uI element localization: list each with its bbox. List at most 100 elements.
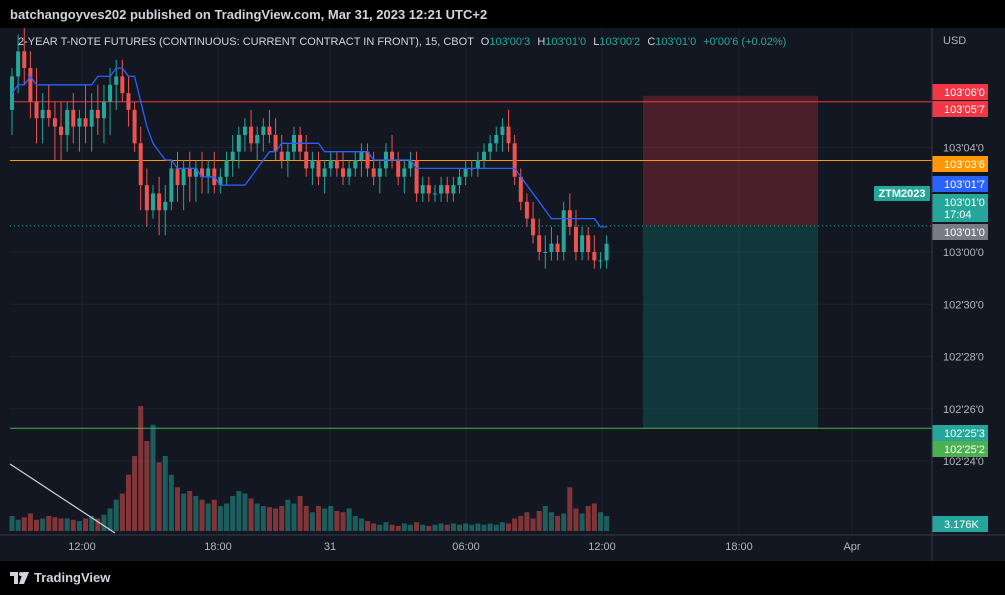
candle-body [59, 126, 64, 135]
candle-body [451, 185, 456, 194]
candle-body [279, 151, 284, 161]
candle-body [255, 134, 260, 144]
volume-bar [27, 513, 33, 531]
candle-body [494, 134, 499, 144]
volume-bar [101, 514, 107, 531]
candle-body [120, 76, 125, 94]
candle-body [598, 260, 603, 262]
candle-body [249, 126, 254, 144]
price-badge-label: 3.176K [944, 519, 980, 531]
candle-body [206, 168, 211, 177]
candle-body [390, 151, 395, 161]
candle-body [549, 243, 554, 252]
candle-body [500, 126, 505, 135]
candle-body [531, 218, 536, 236]
candle-body [377, 168, 382, 177]
candle-body [273, 134, 278, 152]
candle-body [347, 168, 352, 177]
candle-body [341, 168, 346, 177]
candle-body [439, 185, 444, 194]
candle-body [157, 193, 162, 211]
horizontal-lines[interactable] [10, 101, 932, 429]
candle-body [34, 101, 39, 119]
volume-bar [591, 503, 597, 531]
price-badge-label: 103'03'6 [944, 159, 985, 171]
price-badge [932, 441, 988, 457]
symbol-badge: ZTM2023 [874, 186, 930, 201]
volume-bar [193, 496, 199, 531]
volume-bar [383, 522, 389, 531]
volume-bar [242, 493, 248, 531]
price-badge-label: 103'06'0 [944, 87, 985, 99]
legend-high-value: 103'01'0 [545, 36, 586, 48]
candle-body [555, 243, 560, 252]
volume-bar [567, 487, 573, 531]
price-badge [932, 101, 988, 117]
legend-change: +0'00'6 (+0.02%) [703, 36, 786, 48]
volume-bar [273, 508, 279, 531]
svg-text:2-YEAR T-NOTE FUTURES (CONTINU: 2-YEAR T-NOTE FUTURES (CONTINUOUS: CURRE… [18, 36, 786, 48]
candle-body [365, 151, 370, 169]
time-axis[interactable]: 12:00 18:00 31 06:00 12:00 18:00 Apr [68, 541, 861, 553]
volume-bar [34, 519, 40, 531]
candle-body [46, 109, 51, 119]
volume-bar [395, 526, 401, 531]
volume-bar [248, 498, 254, 531]
candle-body [218, 176, 223, 186]
candle-body [543, 252, 548, 253]
candle-body [181, 168, 186, 186]
candle-body [537, 235, 542, 252]
candle-body [138, 143, 143, 186]
volume-bar [107, 508, 113, 531]
volume-bar [187, 491, 193, 531]
candle-body [169, 168, 174, 202]
volume-bar [76, 521, 82, 531]
candle-body [475, 160, 480, 169]
time-tick-label: 12:00 [68, 541, 96, 553]
price-badges: 103'06'0 103'05'7 103'03'6 103'01'7 103'01'0… [932, 84, 988, 532]
tradingview-logo-text: TradingView [34, 570, 111, 585]
position-reward-zone[interactable] [643, 225, 818, 429]
volume-bar [377, 524, 383, 531]
volume-bar [113, 499, 119, 531]
volume-bar [450, 523, 456, 531]
tradingview-logo[interactable]: TradingView [10, 570, 110, 585]
volume-bar [371, 523, 377, 531]
volume-bar [21, 517, 27, 531]
volume-bar [181, 493, 187, 531]
volume-bar [309, 512, 315, 531]
chart-svg[interactable]: 2-YEAR T-NOTE FUTURES (CONTINUOUS: CURRE… [0, 17, 1005, 561]
volume-bar [52, 517, 58, 531]
candle-body [163, 201, 168, 211]
volume-bar [217, 506, 223, 531]
volume-bar [211, 499, 217, 531]
volume-bar [266, 507, 272, 531]
candle-body [108, 84, 113, 102]
volume-bar [585, 506, 591, 531]
candle-body [482, 151, 487, 161]
volume-bar [548, 512, 554, 531]
legend-high-key: H [537, 36, 545, 48]
price-tick-label: 102'24'0 [943, 456, 984, 468]
volume-bars [9, 406, 610, 531]
volume-bar [83, 518, 89, 531]
volume-bar [40, 518, 46, 531]
price-badge [932, 224, 988, 240]
candle-body [402, 168, 407, 177]
volume-bar [291, 503, 297, 531]
volume-bar [303, 506, 309, 531]
volume-bar [469, 524, 475, 531]
volume-bar [487, 523, 493, 531]
candle-body [83, 118, 88, 127]
volume-bar [475, 523, 481, 531]
volume-bar [89, 516, 95, 531]
price-axis[interactable]: 103'04'0 103'00'0 102'30'0 102'28'0 102'26'0… [943, 143, 984, 469]
volume-bar [322, 508, 328, 531]
chart-legend: 2-YEAR T-NOTE FUTURES (CONTINUOUS: CURRE… [18, 36, 786, 48]
candle-body [371, 168, 376, 177]
price-badge [932, 156, 988, 172]
candle-body [506, 126, 511, 144]
candle-body [193, 168, 198, 177]
trend-line[interactable] [9, 463, 116, 534]
chart-area[interactable]: 2-YEAR T-NOTE FUTURES (CONTINUOUS: CURRE… [0, 17, 1005, 561]
